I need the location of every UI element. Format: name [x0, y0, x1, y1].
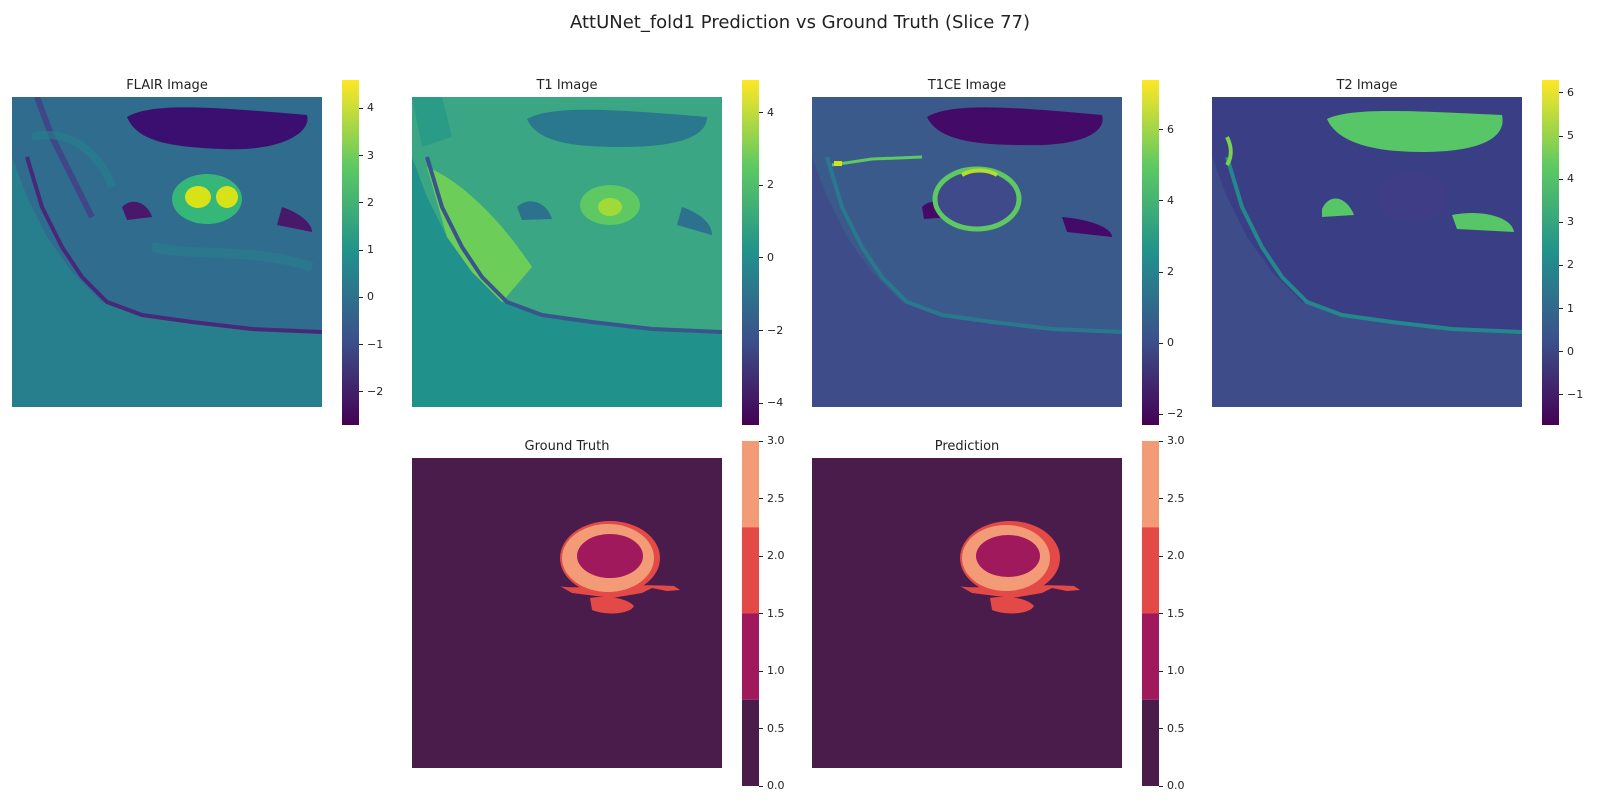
t2-colorbar — [1542, 80, 1559, 425]
ground-truth-heatmap — [412, 458, 722, 768]
colorbar-tick-label: 4 — [1159, 194, 1174, 207]
colorbar-tick-label: 0 — [359, 290, 374, 303]
colorbar-tick-label: −2 — [359, 385, 383, 398]
colorbar-tick-label: 0.5 — [759, 722, 785, 735]
flair-colorbar-ticks: −2 −1 0 1 2 3 4 — [359, 80, 419, 425]
colorbar-tick-label: 2 — [1159, 265, 1174, 278]
colorbar-tick-label: 1.0 — [759, 664, 785, 677]
colorbar-tick-label: 3 — [359, 149, 374, 162]
colorbar-tick-label: 2 — [1559, 258, 1574, 271]
t1-heatmap — [412, 97, 722, 407]
colorbar-tick-label: 2 — [359, 196, 374, 209]
t1ce-panel-title: T1CE Image — [927, 78, 1007, 93]
t1-colorbar-ticks: −4 −2 0 2 4 — [759, 80, 819, 425]
colorbar-tick-label: 0 — [1559, 345, 1574, 358]
colorbar-tick-label: 1.5 — [759, 607, 785, 620]
colorbar-tick-label: 0.0 — [759, 779, 785, 792]
colorbar-tick-label: 3.0 — [1159, 434, 1185, 447]
flair-heatmap — [12, 97, 322, 407]
t1ce-colorbar-ticks: −2 0 2 4 6 — [1159, 80, 1219, 425]
colorbar-tick-label: 6 — [1559, 86, 1574, 99]
prediction-heatmap — [812, 458, 1122, 768]
colorbar-tick-label: 6 — [1159, 123, 1174, 136]
colorbar-tick-label: 0.5 — [1159, 722, 1185, 735]
colorbar-tick-label: −2 — [759, 324, 783, 337]
flair-colorbar — [342, 80, 359, 425]
ground-truth-panel-title: Ground Truth — [524, 439, 610, 454]
prediction-colorbar — [1142, 441, 1159, 786]
colorbar-tick-label: −2 — [1159, 407, 1183, 420]
colorbar-tick-label: 2.0 — [759, 549, 785, 562]
flair-panel-title: FLAIR Image — [126, 78, 208, 93]
t1ce-heatmap — [812, 97, 1122, 407]
colorbar-tick-label: 0.0 — [1159, 779, 1185, 792]
figure-title: AttUNet_fold1 Prediction vs Ground Truth… — [569, 12, 1031, 33]
t1-panel-title: T1 Image — [536, 78, 598, 93]
colorbar-tick-label: 5 — [1559, 129, 1574, 142]
t2-heatmap — [1212, 97, 1522, 407]
colorbar-tick-label: 3 — [1559, 215, 1574, 228]
colorbar-tick-label: 4 — [359, 101, 374, 114]
colorbar-tick-label: 3.0 — [759, 434, 785, 447]
colorbar-tick-label: 4 — [759, 106, 774, 119]
colorbar-tick-label: 2 — [759, 178, 774, 191]
prediction-colorbar-ticks: 0.0 0.5 1.0 1.5 2.0 2.5 3.0 — [1159, 434, 1219, 792]
t1-colorbar — [742, 80, 759, 425]
t2-panel-title: T2 Image — [1336, 78, 1398, 93]
colorbar-tick-label: 1.5 — [1159, 607, 1185, 620]
colorbar-tick-label: 0 — [759, 251, 774, 264]
t2-colorbar-ticks: −1 0 1 2 3 4 5 6 — [1559, 80, 1600, 425]
colorbar-tick-label: 1.0 — [1159, 664, 1185, 677]
colorbar-tick-label: 1 — [359, 243, 374, 256]
t1ce-colorbar — [1142, 80, 1159, 425]
colorbar-tick-label: 0 — [1159, 336, 1174, 349]
colorbar-tick-label: 2.5 — [759, 492, 785, 505]
colorbar-tick-label: −4 — [759, 396, 783, 409]
colorbar-tick-label: 2.5 — [1159, 492, 1185, 505]
colorbar-tick-label: 1 — [1559, 302, 1574, 315]
colorbar-tick-label: 4 — [1559, 172, 1574, 185]
prediction-panel-title: Prediction — [934, 439, 1000, 454]
colorbar-tick-label: −1 — [359, 338, 383, 351]
ground-truth-colorbar-ticks: 0.0 0.5 1.0 1.5 2.0 2.5 3.0 — [759, 434, 819, 792]
colorbar-tick-label: −1 — [1559, 388, 1583, 401]
ground-truth-colorbar — [742, 441, 759, 786]
colorbar-tick-label: 2.0 — [1159, 549, 1185, 562]
